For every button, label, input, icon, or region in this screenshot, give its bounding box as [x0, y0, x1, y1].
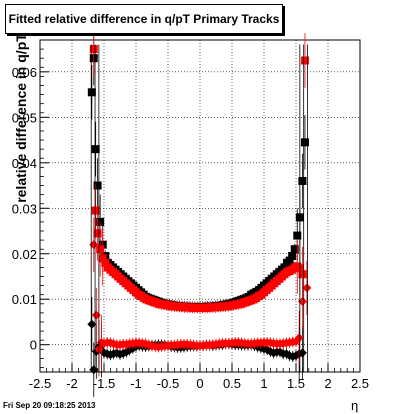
data-point [91, 145, 100, 154]
y-tick-label: 0.01 [12, 292, 37, 307]
chart-title: Fitted relative difference in q/pT Prima… [8, 12, 280, 26]
data-point [93, 229, 102, 238]
data-point [89, 45, 98, 54]
x-tick-label: 1.5 [287, 376, 305, 391]
data-point [93, 181, 102, 190]
x-tick-label: 0 [196, 376, 203, 391]
data-point [280, 263, 289, 272]
data-marks [87, 21, 312, 398]
y-tick-label: 0.02 [12, 247, 37, 262]
y-tick-label: 0.06 [12, 65, 37, 80]
data-point [91, 310, 101, 320]
y-tick-label: 0.03 [12, 201, 37, 216]
y-tick-label: 0.05 [12, 110, 37, 125]
data-point [87, 88, 96, 97]
data-point [96, 245, 105, 254]
data-point [294, 333, 304, 343]
data-point [98, 254, 107, 263]
title-box: Fitted relative difference in q/pT Prima… [5, 4, 283, 34]
data-point [300, 138, 309, 147]
data-point [302, 283, 312, 293]
data-point [87, 319, 97, 329]
x-tick-label: -2 [66, 376, 78, 391]
axes: -2.5 -2 -1.5 -1 -0.5 0 0.5 1 1.5 2 2.5 0 0.01 0.02 0.0… [12, 48, 369, 391]
x-axis-label: η [351, 398, 359, 413]
x-tick-label: -1 [130, 376, 142, 391]
y-tick-label: 0.04 [12, 156, 37, 171]
x-tick-label: -2.5 [29, 376, 51, 391]
data-point [300, 56, 309, 65]
data-point [285, 256, 294, 265]
data-point [293, 231, 302, 240]
x-tick-label: 1 [260, 376, 267, 391]
x-tick-label: -1.5 [93, 376, 115, 391]
data-point [101, 258, 110, 267]
data-point [290, 245, 299, 254]
y-tick-label: 0 [30, 338, 37, 353]
x-tick-label: 2.5 [351, 376, 369, 391]
data-point [297, 297, 307, 307]
data-point [91, 206, 100, 215]
timestamp: Fri Sep 20 09:18:25 2013 [3, 401, 96, 410]
y-axis-label: relative difference in q/pT [13, 33, 29, 203]
data-point [288, 252, 297, 261]
data-point [298, 176, 307, 185]
x-tick-label: 0.5 [223, 376, 241, 391]
x-tick-label: -0.5 [157, 376, 179, 391]
x-tick-label: 2 [324, 376, 331, 391]
data-point [89, 365, 99, 375]
